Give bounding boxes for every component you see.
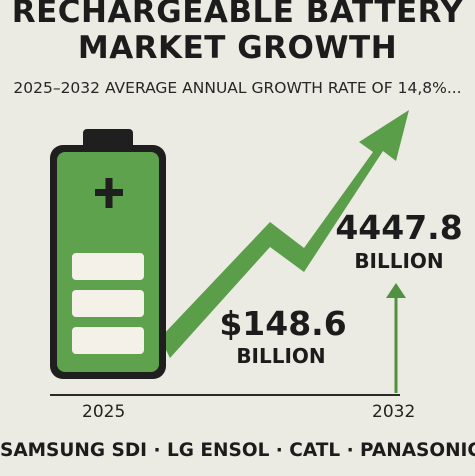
plus-icon (95, 178, 123, 208)
end-year: 2032 (372, 402, 416, 422)
subtitle: 2025–2032 AVERAGE ANNUAL GROWTH RATE OF … (13, 79, 462, 97)
growth-arrow-icon (160, 110, 409, 358)
battery-cell-1 (72, 253, 144, 280)
end-unit: BILLION (354, 249, 444, 273)
battery-cell-3 (72, 327, 144, 354)
end-value: 4447.8 (335, 208, 463, 247)
title-line-1: RECHARGEABLE BATTERY (11, 0, 464, 30)
start-unit: BILLION (236, 344, 326, 368)
title-line-2: MARKET GROWTH (77, 30, 398, 66)
start-year: 2025 (82, 402, 126, 422)
company-list: SAMSUNG SDI · LG ENSOL · CATL · PANASONI… (0, 440, 475, 461)
battery-icon (50, 129, 166, 379)
start-value: $148.6 (219, 304, 347, 343)
battery-cell-2 (72, 290, 144, 317)
up-arrow-icon (386, 283, 406, 393)
